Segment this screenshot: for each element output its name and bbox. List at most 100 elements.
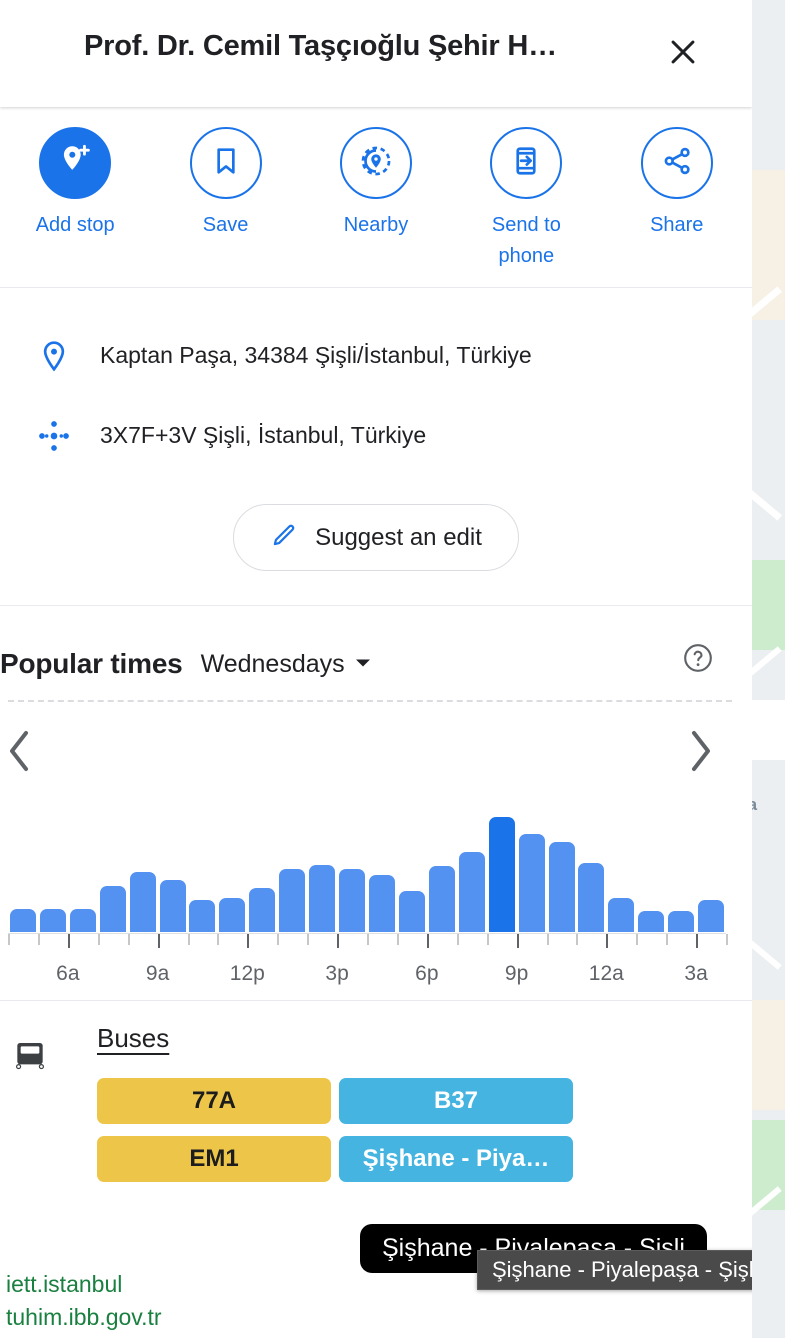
chart-bar[interactable] (668, 911, 695, 932)
close-button[interactable] (660, 29, 706, 75)
address-text: Kaptan Paşa, 34384 Şişli/İstanbul, Türki… (100, 342, 532, 369)
external-link[interactable]: iett.istanbul (6, 1271, 123, 1297)
add-stop-button[interactable]: Add stop (11, 127, 139, 241)
chart-tick-label: 3p (325, 962, 349, 985)
chart-bar-cell[interactable] (217, 817, 247, 932)
send-to-phone-button[interactable]: Send to phone (462, 127, 590, 272)
chart-bar-cell[interactable] (247, 817, 277, 932)
chart-bar-cell[interactable] (38, 817, 68, 932)
chart-tick-label: 9a (145, 962, 170, 985)
chart-bar-cell[interactable] (606, 817, 636, 932)
nearby-button[interactable]: Nearby (312, 127, 440, 241)
save-button[interactable]: Save (162, 127, 290, 241)
suggest-edit-button[interactable]: Suggest an edit (233, 504, 519, 571)
chart-bar[interactable] (548, 842, 575, 932)
chart-bar-cell[interactable] (487, 817, 517, 932)
chart-bar-cell[interactable] (696, 817, 726, 932)
chart-bar[interactable] (189, 899, 216, 932)
chart-bar[interactable] (458, 851, 485, 932)
chart-bar[interactable] (428, 866, 455, 932)
share-button[interactable]: Share (613, 127, 741, 241)
bus-chip-grid: 77A B37 EM1 Şişhane - Piya… (97, 1078, 577, 1182)
chevron-down-icon (355, 655, 371, 673)
native-tooltip: Şişhane - Piyalepaşa - Şişli (477, 1250, 752, 1290)
chevron-right-icon (686, 729, 714, 778)
chart-bar[interactable] (578, 863, 605, 932)
chart-bar-cell[interactable] (517, 817, 547, 932)
chart-tick-minor (127, 934, 130, 945)
chart-bar-cell[interactable] (8, 817, 38, 932)
bus-chip[interactable]: B37 (339, 1078, 573, 1124)
nearby-radar-icon (359, 144, 393, 183)
divider-actions (0, 287, 752, 288)
external-link[interactable]: tuhim.ibb.gov.tr (6, 1304, 162, 1331)
chart-bar[interactable] (279, 868, 306, 932)
chart-bar-cell[interactable] (337, 817, 367, 932)
chevron-left-icon (6, 729, 34, 778)
chart-axis-line (8, 933, 726, 934)
chart-bar[interactable] (698, 899, 725, 932)
chart-bar[interactable] (159, 880, 186, 932)
chart-bar-cell[interactable] (577, 817, 607, 932)
chart-tick-minor (37, 934, 40, 945)
chart-bar-cell[interactable] (367, 817, 397, 932)
chart-next-day-button[interactable] (680, 730, 720, 776)
help-circle-icon[interactable] (682, 642, 714, 679)
bus-chip[interactable]: Şişhane - Piya… (339, 1136, 573, 1182)
chart-bar[interactable] (129, 872, 156, 932)
save-circle (189, 127, 262, 199)
chart-tick-label: 3a (684, 962, 708, 985)
chart-tick-minor (726, 934, 728, 945)
chart-bar-cell[interactable] (666, 817, 696, 932)
chart-bar[interactable] (608, 897, 635, 932)
chart-dashed-guideline (8, 700, 732, 702)
chart-tick-major (337, 934, 340, 948)
chart-tick-label: 9p (504, 962, 529, 985)
popular-times-title: Popular times (0, 648, 183, 679)
chart-bar[interactable] (638, 911, 665, 932)
chart-tick-major (426, 934, 429, 948)
chart-bar-cell[interactable] (277, 817, 307, 932)
chart-bar-cell[interactable] (457, 817, 487, 932)
chart-bar-cell[interactable] (188, 817, 218, 932)
chart-bar[interactable] (488, 817, 515, 932)
chart-prev-day-button[interactable] (0, 730, 40, 776)
bus-icon (10, 1037, 50, 1082)
chart-bar[interactable] (518, 834, 545, 932)
chart-bar-cell[interactable] (307, 817, 337, 932)
add-stop-circle (39, 127, 112, 199)
chart-bar-cell[interactable] (636, 817, 666, 932)
chart-bar[interactable] (369, 874, 396, 932)
chart-bar[interactable] (39, 909, 66, 932)
bookmark-icon (210, 145, 242, 182)
chart-bar-cell[interactable] (427, 817, 457, 932)
chart-bar[interactable] (219, 897, 246, 932)
suggest-edit-label: Suggest an edit (315, 523, 482, 551)
chart-bar[interactable] (9, 909, 36, 932)
chart-bar[interactable] (309, 865, 336, 932)
chart-bar-cell[interactable] (128, 817, 158, 932)
bus-chip[interactable]: 77A (97, 1078, 331, 1124)
day-select[interactable]: Wednesdays (201, 650, 371, 679)
chart-bar[interactable] (99, 886, 126, 932)
chart-tick-minor (576, 934, 579, 945)
chart-tick-label: 6a (56, 962, 80, 985)
chart-bar-cell[interactable] (397, 817, 427, 932)
address-row[interactable]: Kaptan Paşa, 34384 Şişli/İstanbul, Türki… (0, 316, 752, 396)
chart-bar[interactable] (398, 890, 425, 932)
share-label: Share (650, 214, 704, 236)
chart-tick-major (247, 934, 250, 948)
chart-bar[interactable] (69, 909, 96, 932)
buses-link[interactable]: Buses (97, 1023, 170, 1053)
external-links: iett.istanbul tuhim.ibb.gov.tr (6, 1268, 162, 1335)
chart-bar[interactable] (339, 868, 366, 932)
buses-section: Buses 77A B37 EM1 Şişhane - Piya… (0, 1001, 752, 1182)
chart-bar-cell[interactable] (158, 817, 188, 932)
chart-bar-cell[interactable] (547, 817, 577, 932)
chart-bar-cell[interactable] (68, 817, 98, 932)
popular-times-chart: 6a 9a 12p 3p 6p 9p 12a 3a (0, 700, 752, 1000)
chart-bar[interactable] (249, 888, 276, 932)
bus-chip[interactable]: EM1 (97, 1136, 331, 1182)
chart-bar-cell[interactable] (98, 817, 128, 932)
plus-code-row[interactable]: 3X7F+3V Şişli, İstanbul, Türkiye (0, 396, 752, 476)
